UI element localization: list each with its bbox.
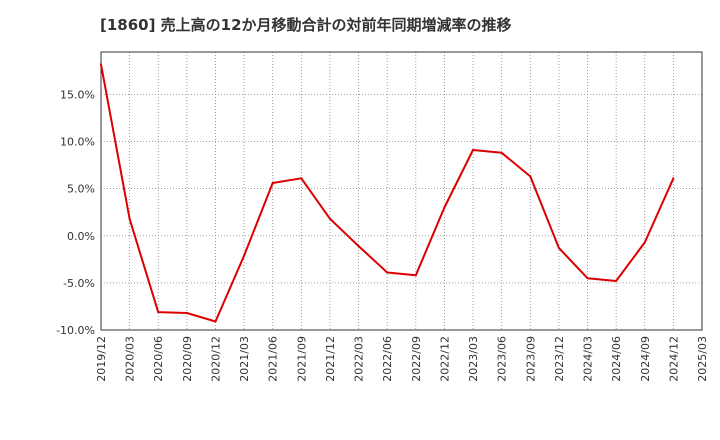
data-point (500, 151, 503, 154)
y-tick-label: 15.0% (60, 88, 95, 101)
data-point (672, 177, 675, 180)
x-tick-label: 2020/03 (124, 336, 137, 382)
data-point (443, 206, 446, 209)
data-point (128, 217, 131, 220)
data-point (214, 320, 217, 323)
data-point (271, 181, 274, 184)
x-tick-label: 2025/03 (696, 336, 709, 382)
x-tick-label: 2023/06 (496, 336, 509, 382)
data-point (100, 63, 102, 66)
data-point (157, 311, 160, 314)
y-tick-label: 5.0% (67, 183, 95, 196)
data-point (643, 241, 646, 244)
x-tick-label: 2024/12 (667, 336, 680, 382)
y-tick-label: 0.0% (67, 230, 95, 243)
x-tick-label: 2021/06 (267, 336, 280, 382)
data-point (243, 254, 246, 257)
data-point (185, 312, 188, 315)
data-point (300, 177, 303, 180)
x-tick-label: 2022/09 (410, 336, 423, 382)
data-point (615, 279, 618, 282)
x-gridlines (129, 52, 674, 330)
x-tick-label: 2022/12 (438, 336, 451, 382)
data-point (472, 149, 475, 152)
data-point (414, 274, 417, 277)
x-tick-label: 2023/12 (553, 336, 566, 382)
y-tick-label: -10.0% (56, 324, 95, 337)
chart-title: [1860] 売上高の12か月移動合計の対前年同期増減率の推移 (100, 16, 512, 34)
data-point (328, 217, 331, 220)
series-group (100, 63, 675, 323)
y-tick-label: -5.0% (63, 277, 95, 290)
data-point (529, 175, 532, 178)
x-tick-label: 2020/12 (209, 336, 222, 382)
x-tick-label: 2023/03 (467, 336, 480, 382)
x-tick-label: 2024/03 (582, 336, 595, 382)
y-gridlines (101, 94, 702, 284)
y-axis-tick-labels: -10.0% -5.0% 0.0% 5.0% 10.0% 15.0% (56, 88, 95, 337)
data-point (386, 271, 389, 274)
data-point (357, 245, 360, 248)
x-tick-label: 2022/06 (381, 336, 394, 382)
x-axis-tick-labels: 2019/12 2020/03 2020/06 2020/09 2020/12 2021/… (95, 336, 709, 382)
plot-area-frame (100, 51, 703, 331)
x-tick-label: 2021/03 (238, 336, 251, 382)
x-tick-label: 2019/12 (95, 336, 108, 382)
x-tick-label: 2021/12 (324, 336, 337, 382)
x-tick-label: 2020/06 (152, 336, 165, 382)
x-tick-label: 2020/09 (181, 336, 194, 382)
x-tick-label: 2021/09 (295, 336, 308, 382)
data-point (586, 277, 589, 280)
x-tick-label: 2024/09 (639, 336, 652, 382)
x-tick-label: 2022/03 (353, 336, 366, 382)
y-tick-label: 10.0% (60, 136, 95, 149)
x-tick-label: 2024/06 (610, 336, 623, 382)
data-point (557, 247, 560, 250)
x-tick-label: 2023/09 (524, 336, 537, 382)
